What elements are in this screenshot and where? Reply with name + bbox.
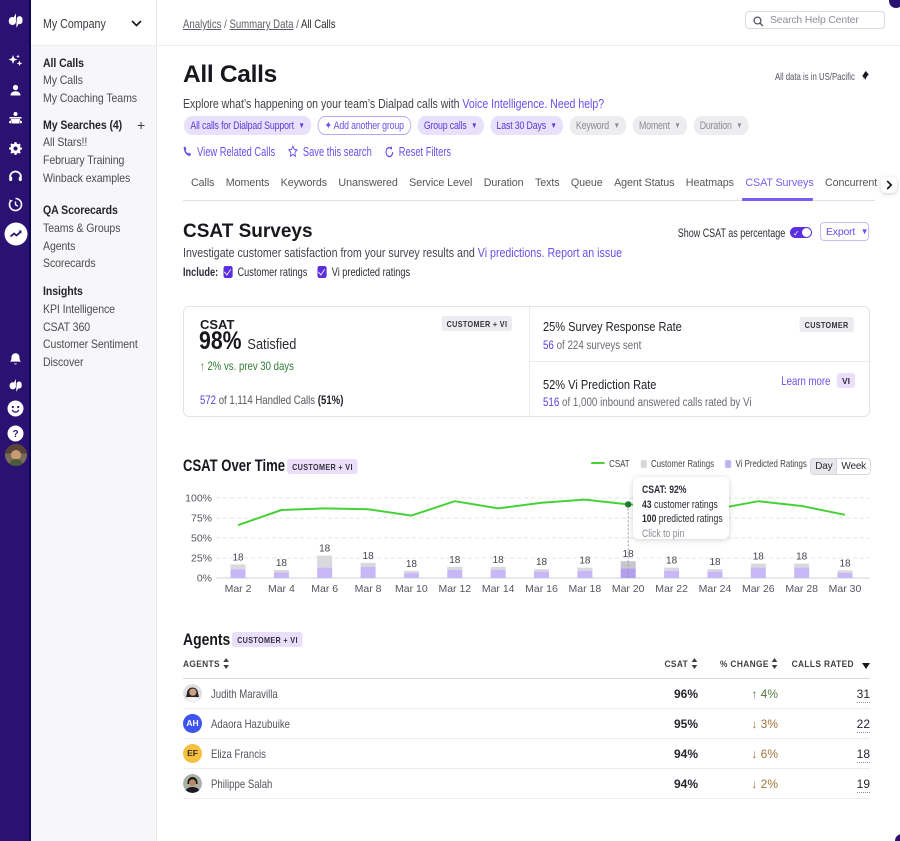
- svg-text:Mar 28: Mar 28: [785, 583, 818, 595]
- svg-text:Mar 30: Mar 30: [829, 583, 862, 595]
- svg-text:18: 18: [363, 551, 375, 562]
- svg-text:?: ?: [12, 429, 18, 440]
- svg-text:Mar 10: Mar 10: [395, 583, 428, 595]
- svg-text:Mar 6: Mar 6: [311, 583, 338, 595]
- svg-text:Mar 8: Mar 8: [355, 583, 382, 595]
- svg-text:Mar 22: Mar 22: [655, 583, 688, 595]
- svg-text:18: 18: [493, 555, 505, 566]
- svg-text:18: 18: [579, 556, 591, 567]
- svg-text:18: 18: [276, 558, 288, 569]
- svg-text:18: 18: [623, 549, 635, 560]
- svg-text:25%: 25%: [191, 553, 212, 565]
- svg-text:Mar 14: Mar 14: [482, 583, 515, 595]
- svg-text:18: 18: [319, 544, 331, 555]
- svg-text:Mar 24: Mar 24: [699, 583, 732, 595]
- svg-text:18: 18: [232, 552, 244, 563]
- svg-text:18: 18: [536, 557, 548, 568]
- svg-text:Mar 20: Mar 20: [612, 583, 645, 595]
- svg-text:100%: 100%: [185, 493, 212, 505]
- svg-text:Mar 4: Mar 4: [268, 583, 295, 595]
- svg-text:18: 18: [753, 552, 765, 563]
- svg-text:50%: 50%: [191, 533, 212, 545]
- svg-text:18: 18: [709, 557, 721, 568]
- svg-text:0%: 0%: [197, 573, 212, 585]
- svg-text:18: 18: [449, 555, 461, 566]
- svg-text:Mar 26: Mar 26: [742, 583, 775, 595]
- svg-text:Mar 2: Mar 2: [225, 583, 252, 595]
- svg-text:18: 18: [666, 556, 678, 567]
- svg-text:75%: 75%: [191, 513, 212, 525]
- svg-text:18: 18: [406, 559, 418, 570]
- svg-text:Mar 12: Mar 12: [438, 583, 471, 595]
- svg-text:18: 18: [839, 558, 851, 569]
- svg-text:18: 18: [796, 552, 808, 563]
- svg-text:Mar 18: Mar 18: [569, 583, 602, 595]
- svg-text:Mar 16: Mar 16: [525, 583, 558, 595]
